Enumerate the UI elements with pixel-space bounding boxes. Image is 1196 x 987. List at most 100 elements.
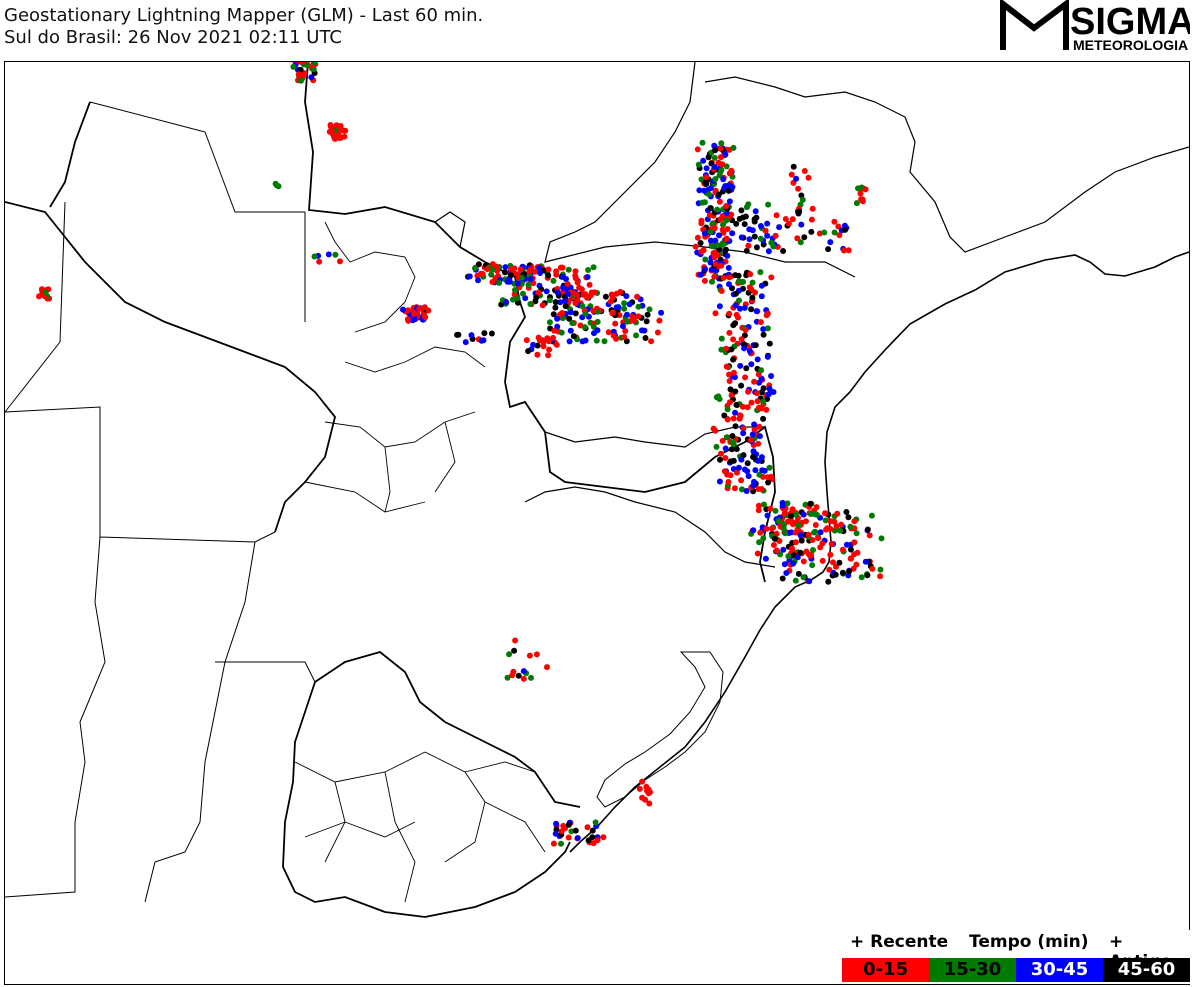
state-border-parana-sp — [544, 62, 856, 278]
lightning-strike — [723, 363, 730, 370]
lightning-strike — [732, 272, 739, 279]
lightning-strike — [506, 278, 513, 285]
lightning-strike — [762, 227, 769, 234]
lightning-strike — [729, 439, 736, 446]
lightning-strike — [478, 337, 485, 344]
lightning-strike — [744, 404, 751, 411]
lightning-strike — [743, 488, 750, 494]
lightning-strike — [858, 574, 865, 581]
lightning-strike — [523, 337, 530, 344]
lightning-strike — [311, 62, 318, 66]
lightning-strike — [751, 216, 758, 223]
lightning-strike — [511, 647, 518, 654]
lightning-strike — [721, 468, 728, 475]
lightning-strikes — [36, 62, 885, 847]
lightning-strike — [836, 232, 843, 239]
lightning-strike — [819, 557, 826, 564]
lightning-strike — [325, 251, 332, 258]
lightning-strike — [772, 507, 779, 514]
lightning-strike — [750, 448, 757, 455]
lightning-strike — [732, 388, 739, 395]
lightning-strike — [545, 266, 552, 273]
lightning-strike — [726, 329, 733, 336]
lightning-strike — [410, 310, 417, 317]
lightning-strike — [564, 281, 571, 287]
lightning-strike — [730, 356, 737, 363]
lightning-strike — [781, 509, 788, 516]
lightning-strike — [701, 230, 708, 237]
lightning-strike — [622, 328, 629, 334]
lightning-strike — [757, 269, 764, 276]
lightning-strike — [789, 545, 795, 552]
lightning-strike — [567, 327, 574, 334]
lightning-strike — [765, 479, 772, 486]
lightning-strike — [563, 285, 569, 292]
border-argentina-paraguay — [5, 201, 336, 533]
lightning-strike — [790, 521, 796, 528]
lightning-strike — [837, 527, 844, 534]
lightning-strike — [719, 226, 726, 233]
lightning-strike — [629, 313, 636, 320]
lightning-strike — [726, 198, 733, 205]
lightning-strike — [592, 819, 599, 826]
lightning-strike — [824, 525, 831, 532]
lightning-strike — [316, 258, 323, 265]
lightning-strike — [800, 574, 807, 581]
lightning-strike — [550, 277, 557, 284]
lightning-strike — [567, 309, 574, 316]
lightning-strike — [790, 560, 797, 567]
lightning-strike — [558, 329, 565, 336]
lightning-strike — [514, 280, 521, 287]
border-argentina-uruguay — [282, 681, 571, 918]
lightning-strike — [794, 235, 801, 242]
lightning-strike — [699, 199, 706, 206]
lightning-strike — [847, 546, 854, 553]
lightning-strike — [788, 171, 795, 178]
lightning-strike — [572, 300, 579, 307]
lightning-strike — [573, 291, 580, 298]
lightning-strike — [762, 555, 769, 562]
lightning-strike — [779, 575, 786, 582]
lightning-strike — [520, 675, 527, 682]
lightning-strike — [488, 271, 495, 278]
lightning-strike — [474, 272, 481, 279]
lightning-strike — [297, 62, 304, 65]
lightning-strike — [517, 266, 524, 273]
lightning-strike — [839, 569, 846, 576]
lightning-strike — [582, 291, 589, 298]
lightning-strike — [758, 454, 765, 461]
lightning-strike — [581, 324, 588, 331]
lightning-strike — [585, 837, 592, 844]
lightning-strike — [709, 278, 715, 285]
border-brazil-argentina — [304, 62, 776, 583]
lightning-strike — [725, 187, 732, 194]
lightning-strike — [697, 240, 704, 246]
lightning-strike — [472, 265, 478, 272]
lightning-strike — [795, 185, 802, 192]
lightning-strike — [770, 542, 777, 548]
lightning-strike — [695, 161, 702, 168]
lightning-strike — [621, 300, 628, 307]
lightning-strike — [807, 511, 814, 517]
lightning-strike — [817, 529, 824, 536]
lightning-strike — [741, 345, 748, 352]
lightning-strike — [775, 517, 782, 524]
lightning-strike — [862, 558, 869, 565]
lightning-strike — [626, 301, 633, 308]
lightning-strike — [776, 224, 783, 231]
lightning-strike — [756, 539, 763, 546]
lightning-strike — [732, 290, 739, 297]
lightning-strike — [520, 290, 526, 297]
lightning-strike — [741, 221, 748, 228]
lightning-strike — [300, 72, 307, 79]
lightning-strike — [726, 170, 733, 177]
time-legend: + Recente Tempo (min) + Antigo 0-15 15-3… — [842, 930, 1192, 984]
lightning-strike — [561, 298, 568, 304]
lightning-strike — [741, 304, 748, 311]
lightning-strike — [744, 460, 751, 467]
lightning-strike — [799, 196, 806, 203]
lightning-strike — [726, 399, 733, 406]
lightning-strike — [717, 145, 724, 152]
lightning-strike — [792, 529, 799, 536]
lightning-strike — [528, 674, 534, 681]
